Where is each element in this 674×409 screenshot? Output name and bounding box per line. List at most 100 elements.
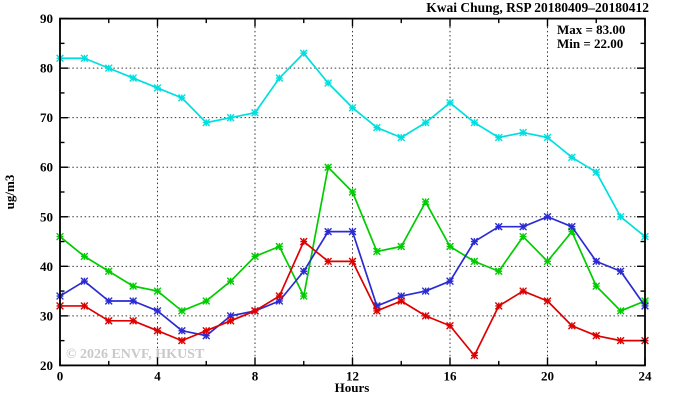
data-point-blue [567, 222, 576, 231]
data-point-blue [494, 222, 503, 231]
data-point-blue [129, 297, 138, 305]
data-point-red [592, 331, 601, 340]
plot-frame [59, 17, 646, 367]
data-point-cyan [494, 133, 503, 142]
data-point-green [519, 232, 528, 241]
data-point-red [421, 311, 430, 320]
data-point-green [129, 282, 138, 291]
data-point-cyan [251, 108, 259, 117]
x-tick-label: 12 [346, 368, 359, 383]
series-blue [56, 212, 649, 340]
data-point-green [421, 198, 430, 206]
y-tick-labels: 20 30 40 50 60 70 80 90 [40, 11, 53, 373]
data-point-blue [543, 212, 552, 221]
x-axis-label: Hours [335, 380, 370, 395]
data-point-green [202, 297, 211, 305]
gridlines [60, 18, 645, 366]
data-point-blue [519, 222, 528, 231]
data-point-red [397, 297, 406, 305]
data-point-blue [80, 277, 89, 286]
data-point-blue [421, 287, 430, 295]
data-point-blue [348, 227, 357, 236]
data-point-red [446, 321, 454, 330]
series-cyan [56, 49, 649, 241]
data-point-red [251, 307, 259, 315]
x-tick-label: 8 [252, 368, 259, 383]
data-point-red [519, 287, 528, 295]
data-point-blue [592, 257, 601, 266]
data-point-green [470, 257, 479, 266]
data-point-red [153, 326, 162, 335]
data-point-red [129, 316, 138, 325]
data-point-red [324, 257, 333, 266]
chart-title: Kwai Chung, RSP 20180409–20180412 [426, 0, 649, 15]
data-point-red [104, 316, 113, 325]
y-tick-label: 50 [40, 209, 53, 224]
data-point-green [153, 287, 162, 295]
y-tick-label: 70 [40, 110, 53, 125]
data-point-cyan [592, 168, 601, 177]
data-point-green [299, 292, 308, 300]
data-point-red [177, 336, 186, 345]
data-point-cyan [421, 118, 430, 127]
data-point-blue [299, 267, 308, 276]
data-series [56, 49, 649, 360]
watermark: © 2026 ENVF, HKUST [66, 347, 205, 362]
data-point-cyan [446, 98, 454, 107]
data-point-red [494, 302, 503, 310]
data-point-cyan [104, 64, 113, 73]
data-point-green [177, 307, 186, 315]
y-tick-label: 40 [40, 259, 53, 274]
y-tick-label: 20 [40, 358, 53, 373]
data-point-green [616, 307, 625, 315]
y-axis-label: ug/m3 [2, 174, 17, 209]
data-point-red [616, 336, 625, 345]
y-tick-label: 60 [40, 160, 53, 175]
data-point-green [275, 242, 284, 251]
data-point-cyan [177, 93, 186, 102]
data-point-blue [104, 297, 113, 305]
data-point-cyan [324, 79, 333, 87]
series-green [56, 163, 649, 315]
data-point-red [543, 297, 552, 305]
x-tick-labels: 0 4 8 12 16 20 24 [57, 368, 652, 383]
data-point-cyan [567, 153, 576, 162]
min-stat-label: Min = 22.00 [557, 36, 623, 51]
data-point-cyan [348, 103, 357, 112]
data-point-cyan [299, 49, 308, 58]
x-tick-label: 24 [639, 368, 653, 383]
data-point-green [251, 252, 259, 261]
data-point-blue [616, 267, 625, 276]
data-point-cyan [153, 84, 162, 92]
data-point-red [348, 257, 357, 266]
data-point-cyan [372, 123, 381, 132]
x-tick-label: 0 [57, 368, 64, 383]
data-point-red [202, 326, 211, 335]
plot-border [59, 17, 646, 367]
data-point-red [275, 292, 284, 300]
data-point-red [80, 302, 89, 310]
data-point-blue [153, 307, 162, 315]
data-point-cyan [129, 74, 138, 82]
data-point-green [226, 277, 235, 286]
data-point-blue [470, 237, 479, 246]
y-tick-label: 90 [40, 11, 53, 26]
x-tick-label: 4 [154, 368, 161, 383]
data-point-green [348, 188, 357, 196]
data-point-green [372, 247, 381, 256]
data-point-blue [324, 227, 333, 236]
data-point-green [80, 252, 89, 261]
data-point-green [324, 163, 333, 172]
series-red [56, 237, 649, 360]
data-point-green [104, 267, 113, 276]
data-point-green [494, 267, 503, 276]
data-point-red [226, 316, 235, 325]
data-point-red [299, 237, 308, 246]
data-point-cyan [397, 133, 406, 142]
data-point-green [446, 242, 454, 251]
data-point-green [543, 257, 552, 266]
data-point-cyan [80, 54, 89, 63]
data-point-cyan [202, 118, 211, 127]
x-tick-label: 20 [541, 368, 554, 383]
